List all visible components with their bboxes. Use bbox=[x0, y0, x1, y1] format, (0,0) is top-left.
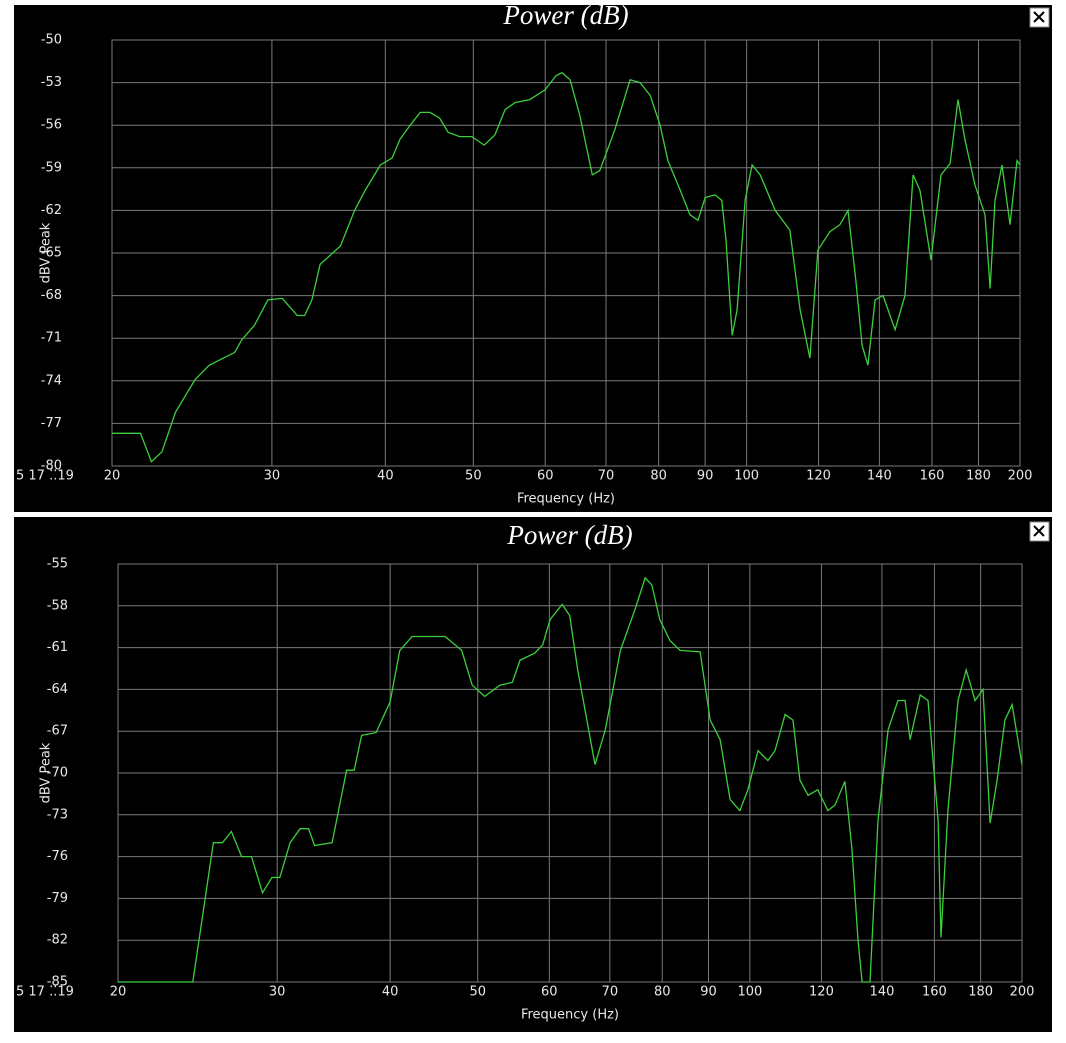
x-tick-label: 180 bbox=[968, 985, 993, 1000]
x-tick-label: 100 bbox=[734, 469, 759, 484]
y-tick-label: -53 bbox=[41, 75, 62, 90]
y-tick-label: -82 bbox=[47, 933, 68, 948]
x-tick-label: 40 bbox=[377, 469, 394, 484]
y-tick-label: -62 bbox=[41, 203, 62, 218]
x-axis-label: Frequency (Hz) bbox=[517, 492, 615, 507]
y-tick-label: -64 bbox=[47, 682, 68, 697]
x-tick-label: 100 bbox=[737, 985, 762, 1000]
y-tick-label: -79 bbox=[47, 891, 68, 906]
x-tick-label: 70 bbox=[602, 985, 619, 1000]
x-tick-label: 120 bbox=[806, 469, 831, 484]
plot-border bbox=[117, 563, 1023, 983]
x-tick-fragment: 5 17 ⁚⁚19 bbox=[16, 985, 74, 1000]
x-tick-label: 60 bbox=[537, 469, 554, 484]
x-tick-label: 140 bbox=[867, 469, 892, 484]
y-tick-label: -80 bbox=[41, 459, 62, 474]
data-line bbox=[118, 576, 1023, 983]
y-axis-label: dBV Peak bbox=[39, 222, 54, 283]
x-tick-label: 200 bbox=[1008, 469, 1033, 484]
x-tick-label: 20 bbox=[110, 985, 127, 1000]
y-tick-label: -77 bbox=[41, 416, 62, 431]
y-tick-label: -70 bbox=[47, 766, 68, 781]
x-tick-label: 40 bbox=[382, 985, 399, 1000]
y-tick-label: -85 bbox=[47, 975, 68, 990]
y-tick-label: -71 bbox=[41, 331, 62, 346]
x-tick-label: 120 bbox=[809, 985, 834, 1000]
x-tick-label: 80 bbox=[654, 985, 671, 1000]
x-tick-label: 30 bbox=[264, 469, 281, 484]
x-tick-label: 70 bbox=[598, 469, 615, 484]
y-tick-label: -61 bbox=[47, 640, 68, 655]
y-tick-label: -56 bbox=[41, 118, 62, 133]
y-tick-label: -65 bbox=[41, 246, 62, 261]
x-tick-label: 160 bbox=[920, 469, 945, 484]
x-tick-label: 60 bbox=[541, 985, 558, 1000]
x-tick-label: 30 bbox=[269, 985, 286, 1000]
y-tick-label: -74 bbox=[41, 373, 62, 388]
x-tick-label: 90 bbox=[700, 985, 717, 1000]
y-tick-label: -68 bbox=[41, 288, 62, 303]
y-tick-label: -55 bbox=[47, 557, 68, 572]
data-line bbox=[112, 71, 1021, 463]
plot-border bbox=[111, 39, 1021, 467]
chart-title: Power (dB) bbox=[506, 520, 632, 550]
x-tick-label: 80 bbox=[650, 469, 667, 484]
x-tick-label: 20 bbox=[104, 469, 121, 484]
chart-title: Power (dB) bbox=[502, 0, 628, 30]
x-tick-label: 200 bbox=[1010, 985, 1035, 1000]
y-tick-label: -73 bbox=[47, 807, 68, 822]
y-tick-label: -50 bbox=[41, 33, 62, 48]
x-tick-label: 160 bbox=[922, 985, 947, 1000]
x-tick-fragment: 5 17 ⁚⁚19 bbox=[16, 469, 74, 484]
x-tick-label: 50 bbox=[465, 469, 482, 484]
panel-icon[interactable] bbox=[1029, 7, 1050, 28]
y-axis-label: dBV Peak bbox=[39, 742, 54, 803]
x-tick-label: 50 bbox=[469, 985, 486, 1000]
y-tick-label: -59 bbox=[41, 160, 62, 175]
x-tick-label: 90 bbox=[697, 469, 714, 484]
x-axis-label: Frequency (Hz) bbox=[521, 1008, 619, 1023]
x-tick-label: 180 bbox=[966, 469, 991, 484]
y-tick-label: -67 bbox=[47, 724, 68, 739]
panel-background bbox=[14, 517, 1052, 1032]
y-tick-label: -76 bbox=[47, 849, 68, 864]
y-tick-label: -58 bbox=[47, 598, 68, 613]
x-tick-label: 140 bbox=[870, 985, 895, 1000]
panel-icon[interactable] bbox=[1029, 521, 1050, 542]
panel-background bbox=[14, 5, 1052, 512]
